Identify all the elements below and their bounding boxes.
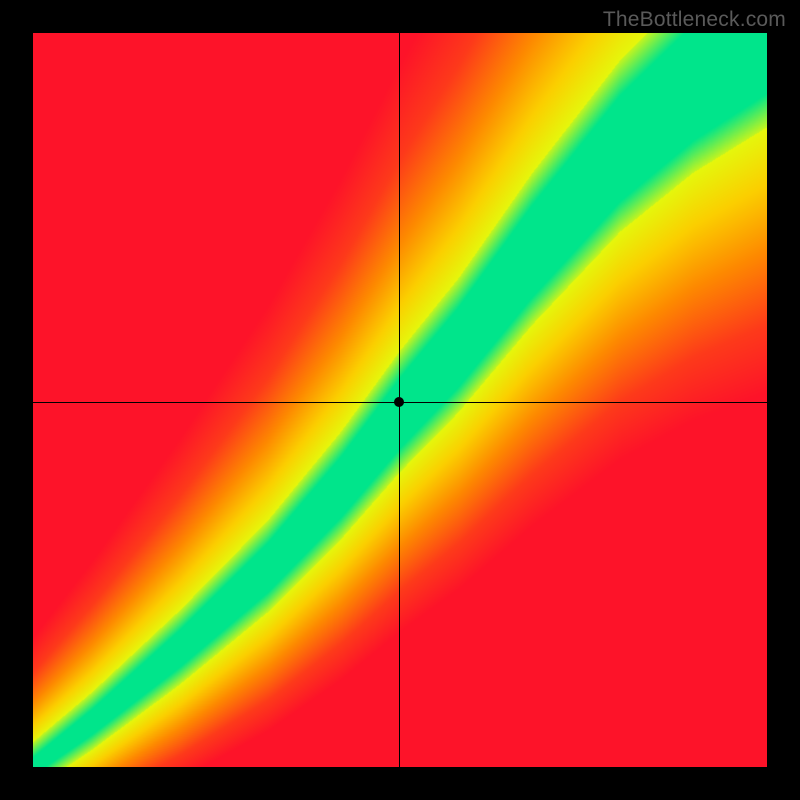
selected-point-marker xyxy=(394,397,404,407)
watermark-text: TheBottleneck.com xyxy=(603,8,786,32)
heatmap-plot xyxy=(33,33,767,767)
chart-frame: TheBottleneck.com xyxy=(0,0,800,800)
